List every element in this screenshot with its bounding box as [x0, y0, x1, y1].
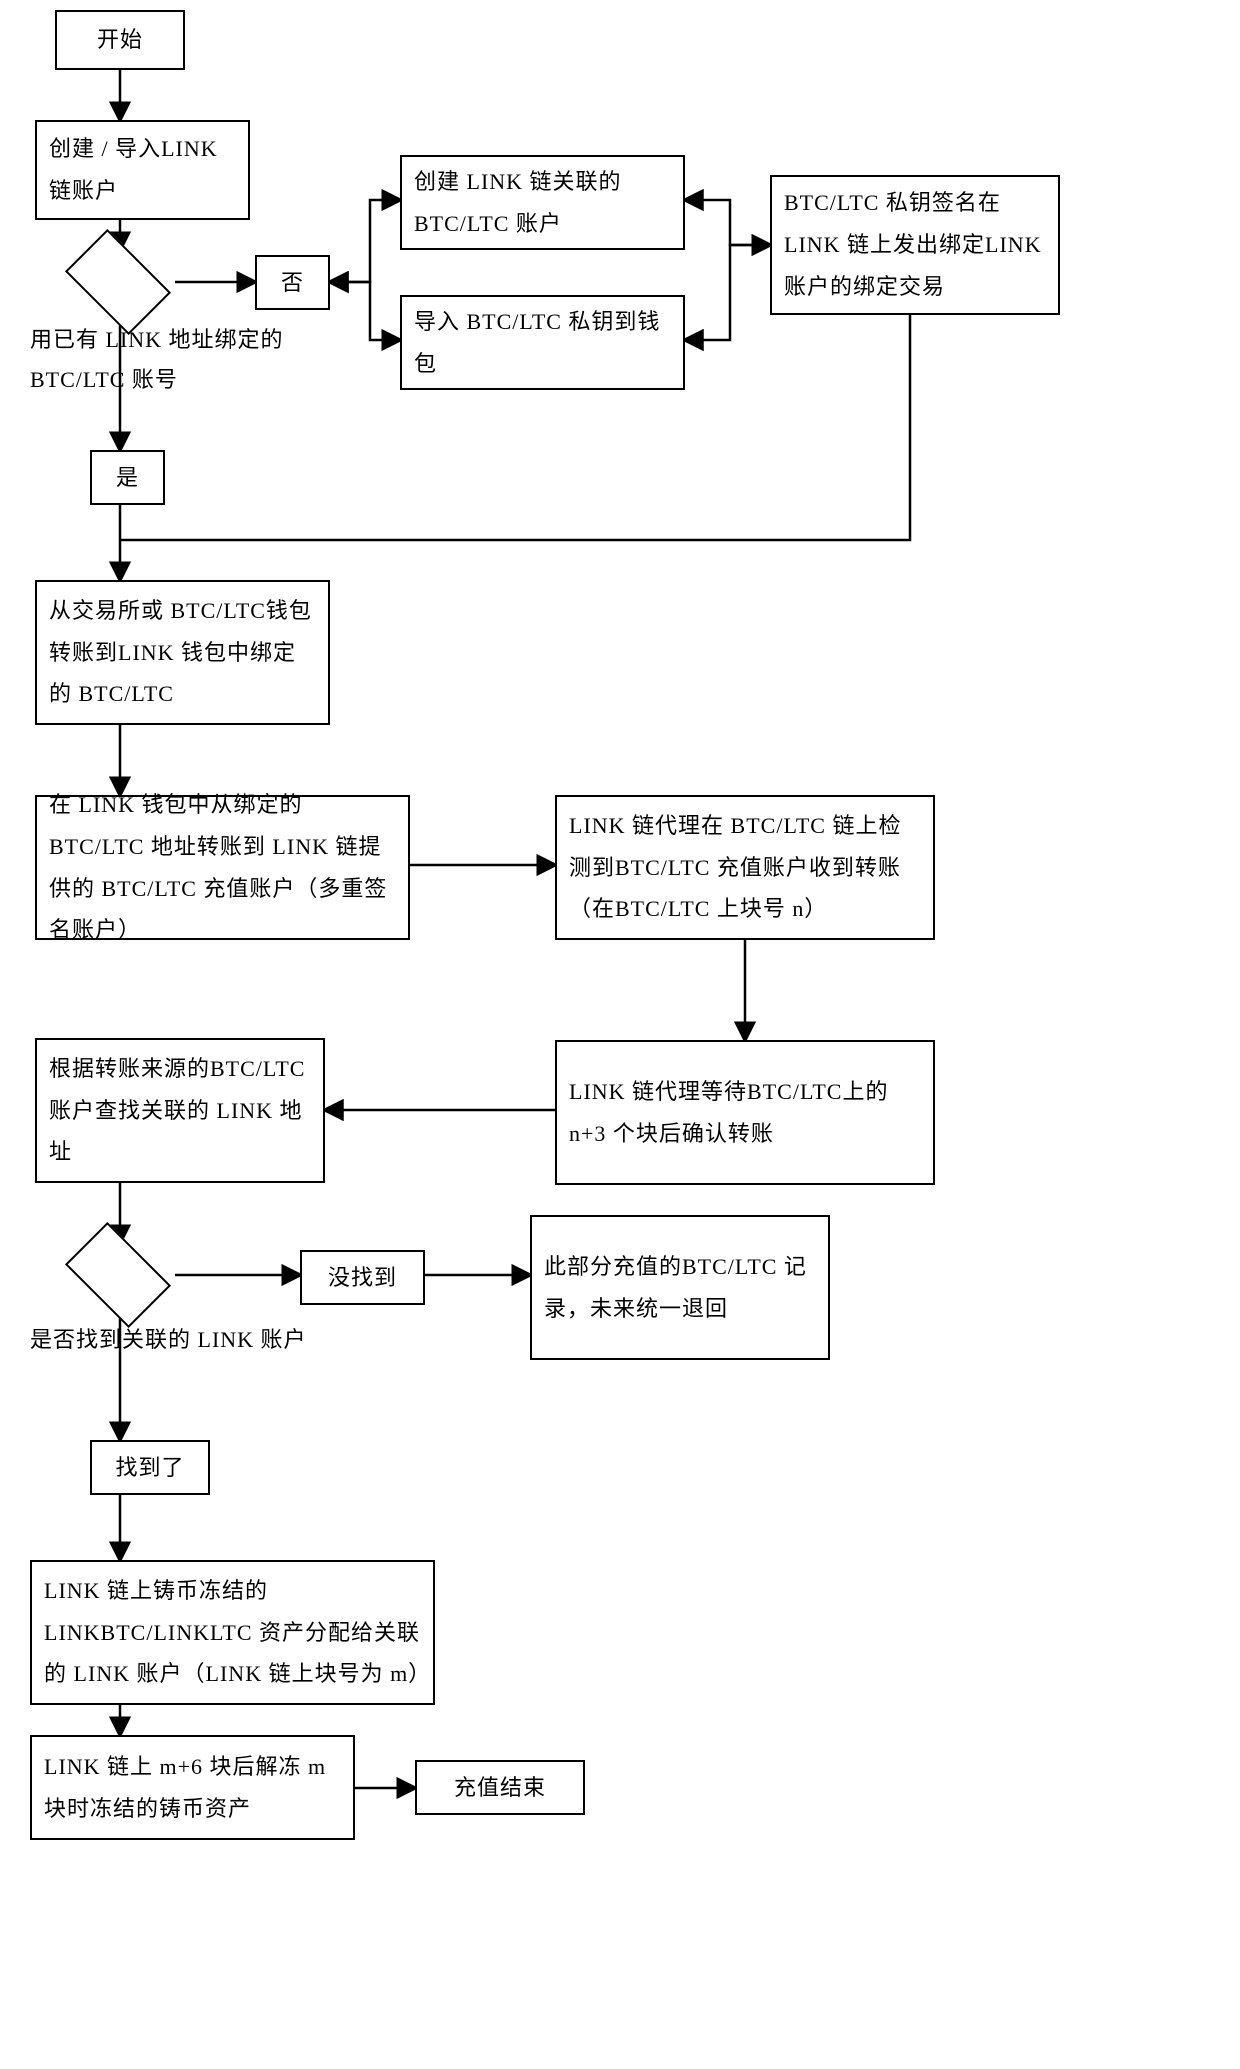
- yes-label: 是: [116, 457, 139, 499]
- wait-node: LINK 链代理等待BTC/LTC上的 n+3 个块后确认转账: [555, 1040, 935, 1185]
- create-btc-label: 创建 LINK 链关联的BTC/LTC 账户: [414, 161, 671, 245]
- mint-node: LINK 链上铸币冻结的LINKBTC/LINKLTC 资产分配给关联的 LIN…: [30, 1560, 435, 1705]
- no-label: 否: [281, 262, 304, 304]
- unfreeze-node: LINK 链上 m+6 块后解冻 m 块时冻结的铸币资产: [30, 1735, 355, 1840]
- detect-label: LINK 链代理在 BTC/LTC 链上检测到BTC/LTC 充值账户收到转账（…: [569, 805, 921, 930]
- notfound-label: 没找到: [328, 1257, 397, 1299]
- lookup-node: 根据转账来源的BTC/LTC 账户查找关联的 LINK 地址: [35, 1038, 325, 1183]
- multisig-label: 在 LINK 钱包中从绑定的 BTC/LTC 地址转账到 LINK 链提供的 B…: [49, 784, 396, 951]
- start-label: 开始: [97, 19, 143, 61]
- create-import-node: 创建 / 导入LINK 链账户: [35, 120, 250, 220]
- yes-node: 是: [90, 450, 165, 505]
- end-node: 充值结束: [415, 1760, 585, 1815]
- decision-1-label: 用已有 LINK 地址绑定的BTC/LTC 账号: [30, 320, 350, 399]
- import-btc-node: 导入 BTC/LTC 私钥到钱包: [400, 295, 685, 390]
- create-btc-node: 创建 LINK 链关联的BTC/LTC 账户: [400, 155, 685, 250]
- record-label: 此部分充值的BTC/LTC 记录，未来统一退回: [544, 1246, 816, 1330]
- record-node: 此部分充值的BTC/LTC 记录，未来统一退回: [530, 1215, 830, 1360]
- found-label: 找到了: [115, 1447, 184, 1489]
- end-label: 充值结束: [454, 1767, 546, 1809]
- no-node: 否: [255, 255, 330, 310]
- unfreeze-label: LINK 链上 m+6 块后解冻 m 块时冻结的铸币资产: [44, 1746, 341, 1830]
- wait-label: LINK 链代理等待BTC/LTC上的 n+3 个块后确认转账: [569, 1071, 921, 1155]
- transfer-label: 从交易所或 BTC/LTC钱包转账到LINK 钱包中绑定的 BTC/LTC: [49, 590, 316, 715]
- decision-2-label: 是否找到关联的 LINK 账户: [30, 1320, 350, 1360]
- decision-2: [65, 1222, 171, 1328]
- detect-node: LINK 链代理在 BTC/LTC 链上检测到BTC/LTC 充值账户收到转账（…: [555, 795, 935, 940]
- found-node: 找到了: [90, 1440, 210, 1495]
- transfer-node: 从交易所或 BTC/LTC钱包转账到LINK 钱包中绑定的 BTC/LTC: [35, 580, 330, 725]
- create-label: 创建 / 导入LINK 链账户: [49, 128, 236, 212]
- sign-node: BTC/LTC 私钥签名在LINK 链上发出绑定LINK 账户的绑定交易: [770, 175, 1060, 315]
- import-btc-label: 导入 BTC/LTC 私钥到钱包: [414, 301, 671, 385]
- sign-label: BTC/LTC 私钥签名在LINK 链上发出绑定LINK 账户的绑定交易: [784, 182, 1046, 307]
- notfound-node: 没找到: [300, 1250, 425, 1305]
- multisig-node: 在 LINK 钱包中从绑定的 BTC/LTC 地址转账到 LINK 链提供的 B…: [35, 795, 410, 940]
- mint-label: LINK 链上铸币冻结的LINKBTC/LINKLTC 资产分配给关联的 LIN…: [44, 1570, 421, 1695]
- lookup-label: 根据转账来源的BTC/LTC 账户查找关联的 LINK 地址: [49, 1048, 311, 1173]
- start-node: 开始: [55, 10, 185, 70]
